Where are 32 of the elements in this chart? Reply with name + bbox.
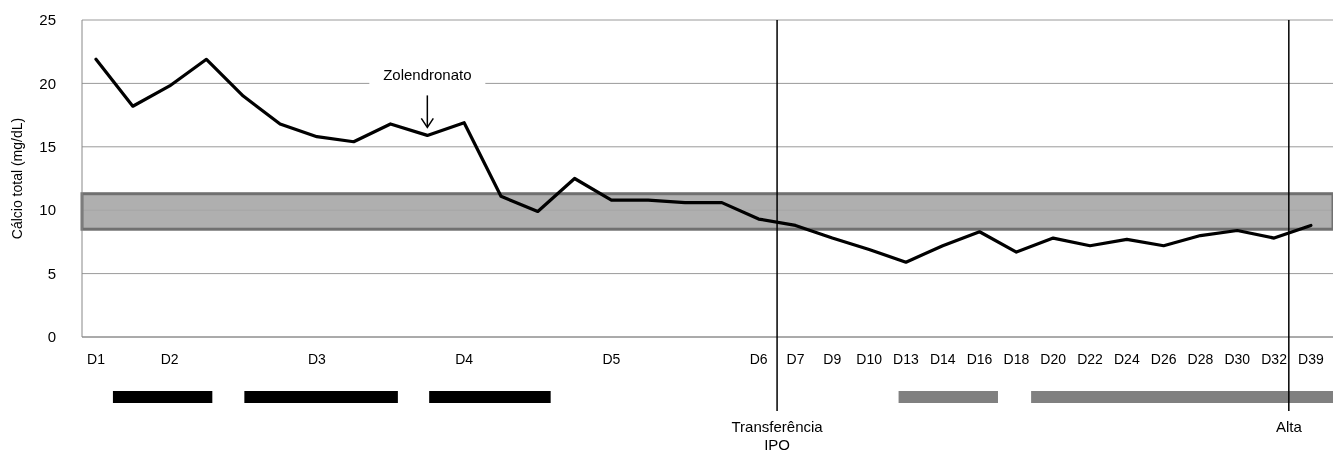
x-tick-label: D14 [929, 351, 956, 367]
x-tick-label: D13 [893, 351, 919, 367]
y-tick-label: 25 [39, 11, 56, 29]
x-tick-label: D24 [1113, 351, 1140, 367]
x-tick-label: D4 [455, 351, 474, 367]
x-tick-label: D2 [160, 351, 179, 367]
line-series [94, 57, 1313, 264]
x-tick-label: D39 [1298, 351, 1324, 367]
y-tick-label: 0 [47, 328, 56, 346]
x-tick-label: D22 [1077, 351, 1104, 367]
x-tick-label: D7 [786, 351, 805, 367]
x-tick-label: D3 [307, 351, 327, 367]
y-tick-label: 15 [39, 138, 56, 156]
annotation: Zolendronato [383, 66, 472, 84]
x-tick-label: D10 [856, 351, 883, 367]
x-tick-label: D32 [1261, 351, 1288, 367]
x-tick-label: D5 [602, 351, 621, 367]
x-tick-label: D1 [87, 351, 106, 367]
x-tick-label: D30 [1224, 351, 1251, 367]
x-tick-label: D20 [1040, 351, 1067, 367]
x-tick-label: D6 [749, 351, 768, 367]
x-tick-label: D28 [1187, 351, 1214, 367]
x-tick-label: D16 [966, 351, 993, 367]
x-tick-label: D18 [1003, 351, 1030, 367]
text: Alta [1275, 418, 1303, 435]
y-axis-title: Cálcio total (mg/dL) [9, 117, 25, 240]
y-tick-label: 5 [47, 264, 56, 282]
x-tick-label: D26 [1150, 351, 1177, 367]
x-tick-label: D9 [823, 351, 842, 367]
y-tick-label: 20 [39, 74, 56, 92]
text: Transferência IPO [731, 418, 824, 453]
y-tick-label: 10 [39, 201, 56, 219]
